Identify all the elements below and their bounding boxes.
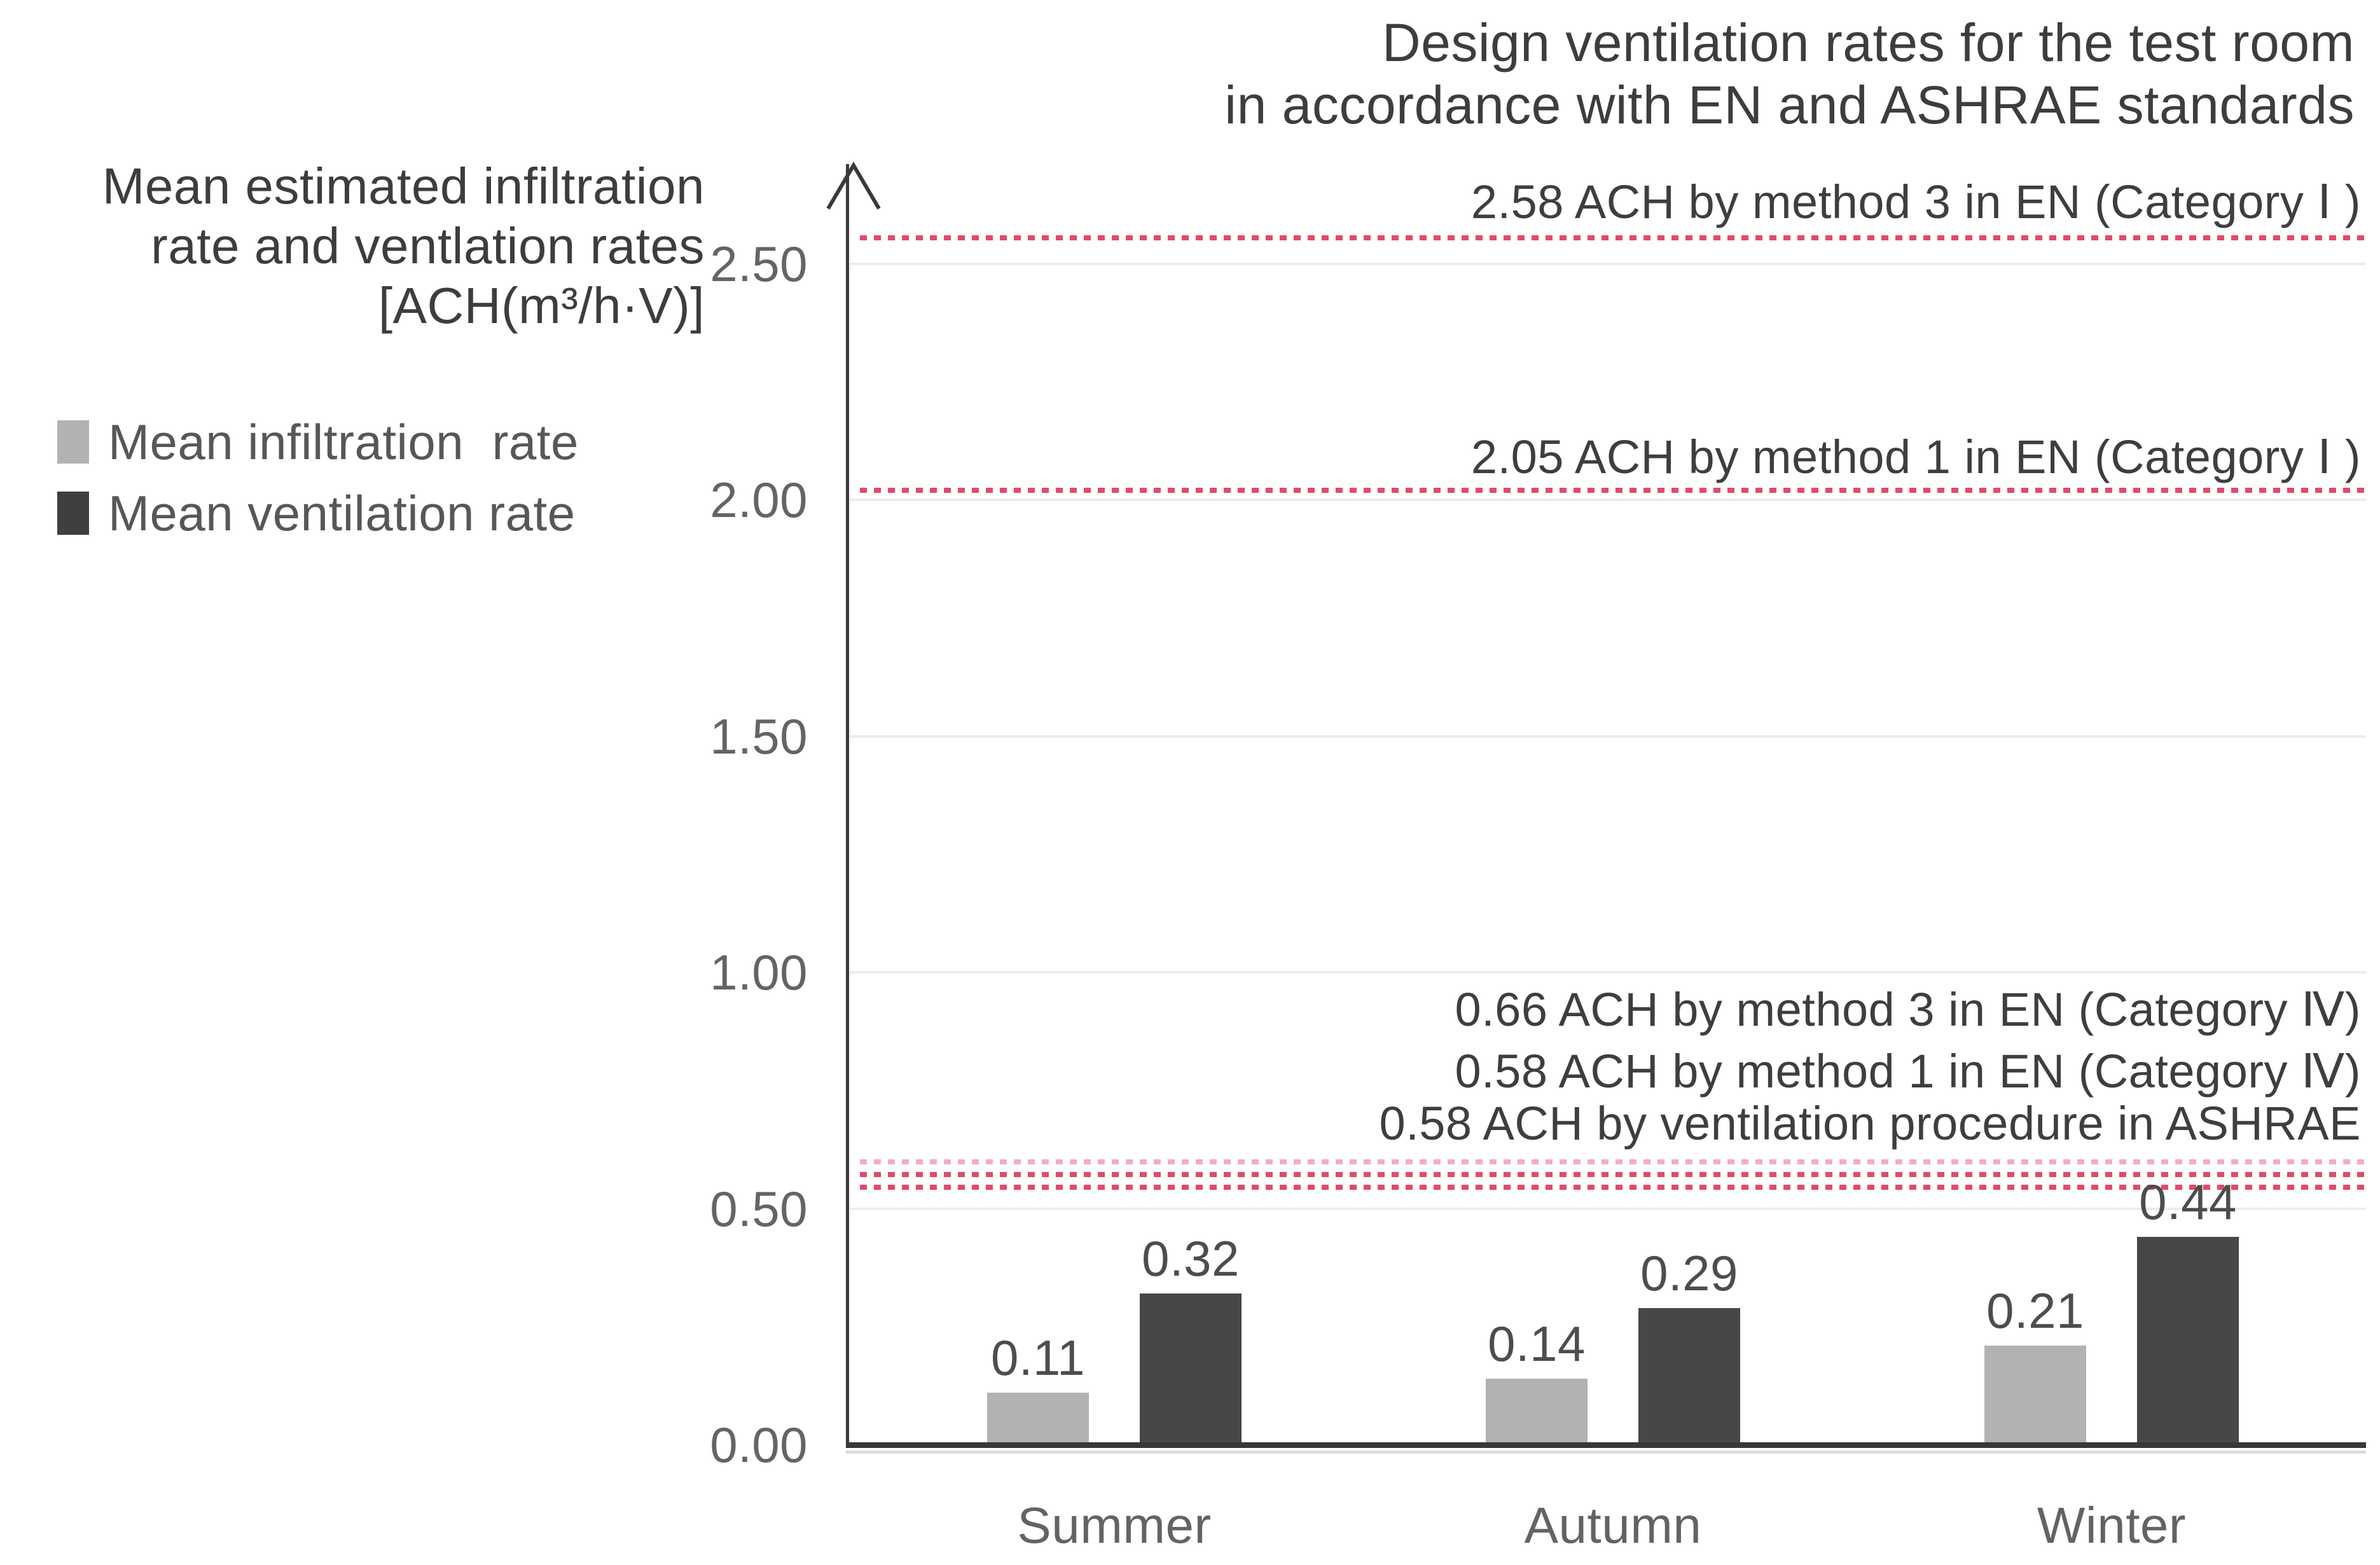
legend-label-infiltration: Mean infiltration rate: [108, 413, 579, 470]
x-axis-label-summer: Summer: [1017, 1497, 1212, 1554]
legend-item-infiltration: Mean infiltration rate: [57, 413, 579, 470]
legend-swatch-infiltration-icon: [57, 420, 89, 464]
legend-label-ventilation: Mean ventilation rate: [108, 485, 576, 541]
bar-winter-ventilation: [2137, 1237, 2239, 1445]
y-tick-label: 2.00: [710, 472, 808, 528]
y-tick-label: 1.00: [710, 944, 808, 1000]
y-tick-label: 1.50: [710, 708, 808, 764]
y-tick-label: 0.00: [710, 1417, 808, 1473]
reference-line-label: 2.58 ACH by method 3 in EN (Category Ⅰ ): [1470, 175, 2361, 228]
gridline-0.50: [850, 1207, 2366, 1210]
x-axis-shadow-line: [846, 1451, 2366, 1454]
y-tick-label: 0.50: [710, 1180, 808, 1237]
reference-line-label: 0.58 ACH by method 1 in EN (Category Ⅳ): [1455, 1045, 2361, 1098]
gridline-1.50: [850, 734, 2366, 738]
x-axis-label-winter: Winter: [2037, 1497, 2187, 1554]
reference-line: [860, 1159, 2365, 1164]
chart-title-line2: in accordance with EN and ASHRAE standar…: [1224, 75, 2355, 135]
legend-item-ventilation: Mean ventilation rate: [57, 485, 579, 541]
bar-value-label: 0.11: [990, 1330, 1086, 1386]
bar-summer-ventilation: [1140, 1293, 1242, 1445]
legend-swatch-ventilation-icon: [57, 492, 89, 535]
bar-autumn-ventilation: [1638, 1307, 1740, 1445]
bar-autumn-infiltration: [1486, 1378, 1588, 1445]
gridline-2.50: [850, 262, 2366, 265]
y-tick-label: 2.50: [710, 235, 808, 292]
reference-line-label: 0.58 ACH by ventilation procedure in ASH…: [1379, 1096, 2361, 1150]
reference-line: [860, 235, 2365, 240]
x-axis-label-autumn: Autumn: [1524, 1497, 1702, 1554]
chart-title: Design ventilation rates for the test ro…: [1224, 11, 2355, 136]
bar-winter-infiltration: [1984, 1345, 2086, 1445]
y-axis-arrow-icon: [826, 162, 881, 210]
bar-value-label: 0.14: [1488, 1315, 1586, 1372]
bar-value-label: 0.29: [1640, 1244, 1738, 1301]
y-axis-title-line1: Mean estimated infiltration: [102, 158, 705, 214]
y-axis-line: [846, 164, 849, 1445]
legend: Mean infiltration rate Mean ventilation …: [57, 413, 579, 557]
bar-value-label: 0.21: [1986, 1282, 2084, 1339]
bar-value-label: 0.32: [1142, 1231, 1240, 1287]
reference-line-label: 0.66 ACH by method 3 in EN (Category Ⅳ): [1455, 983, 2361, 1037]
chart-title-line1: Design ventilation rates for the test ro…: [1381, 13, 2355, 72]
bar-summer-infiltration: [987, 1393, 1089, 1445]
y-axis-title-line2: rate and ventlation rates: [151, 217, 705, 274]
reference-line: [860, 1172, 2365, 1177]
y-axis-title-line3: [ACH(m³/h·V)]: [378, 277, 705, 334]
reference-line-label: 2.05 ACH by method 1 in EN (Category Ⅰ ): [1470, 431, 2361, 484]
reference-line: [860, 488, 2365, 493]
reference-line: [860, 1185, 2365, 1190]
gridline-1.00: [850, 971, 2366, 974]
bar-value-label: 0.44: [2139, 1174, 2237, 1231]
x-axis-line: [846, 1442, 2366, 1448]
gridline-2.00: [850, 499, 2366, 501]
y-axis-title: Mean estimated infiltration rate and ven…: [102, 156, 705, 336]
